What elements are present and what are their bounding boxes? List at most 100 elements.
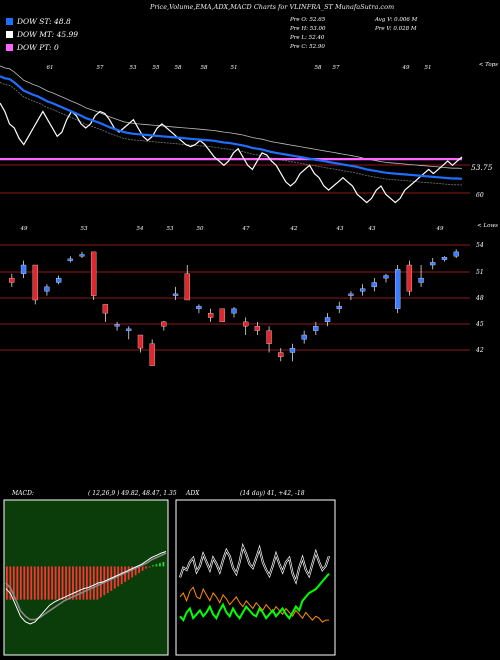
ohlc-prev-vol: Pre V: 0.028 M	[375, 26, 417, 32]
macd-histogram-bar	[47, 566, 50, 600]
legend-swatch-white	[6, 31, 13, 38]
candle-top-tick-label: 43	[336, 226, 344, 232]
candle-body	[20, 264, 27, 274]
candle-top-tick-label: 50	[197, 226, 204, 232]
macd-histogram-bar	[145, 566, 147, 569]
candle-top-tick-label: 49	[436, 226, 444, 232]
macd-histogram-bar	[23, 566, 26, 600]
candle-lows-label: < Lows	[477, 223, 498, 229]
ema-band-upper	[0, 65, 463, 169]
macd-histogram-bar	[58, 566, 60, 600]
candle-top-tick-label: 49	[20, 226, 28, 232]
macd-histogram-bar	[92, 566, 95, 600]
candle-body	[371, 282, 377, 288]
ohlc-open: Pre O: 52.65	[290, 17, 326, 23]
ema-top-tick-label: 57	[333, 65, 340, 71]
candle-body	[289, 347, 296, 353]
chart-header-title: Price,Volume,EMA,ADX,MACD Charts for VLI…	[150, 3, 395, 11]
legend-swatch-blue	[6, 18, 13, 25]
macd-histogram-bar	[33, 566, 36, 600]
legend-dow-mt: DOW MT: 45.99	[6, 30, 78, 39]
candle-body	[219, 308, 225, 323]
ema-ylabel: 60	[476, 192, 484, 199]
ema-top-tick-label: 53	[130, 65, 137, 71]
adx-title: ADX	[186, 490, 200, 497]
macd-histogram-bar	[44, 566, 47, 600]
candle-body	[231, 308, 237, 314]
macd-histogram-bar	[12, 566, 15, 600]
candle-ylabel: 54	[476, 242, 484, 249]
ema-top-tick-label: 51	[231, 65, 238, 71]
ema-top-tick-label: 58	[175, 65, 182, 71]
candle-top-tick-label: 43	[368, 226, 376, 232]
candle-ylabel: 51	[476, 269, 484, 276]
legend-dow-pt: DOW PT: 0	[6, 43, 59, 52]
macd-histogram-bar	[141, 566, 144, 571]
adx-main-line-inner	[179, 545, 330, 583]
legend-dow-mt-label: DOW MT: 45.99	[17, 30, 79, 39]
macd-histogram-bar	[86, 566, 88, 600]
candle-body	[67, 258, 73, 261]
macd-histogram-bar	[152, 565, 154, 567]
legend-dow-st-label: DOW ST: 48.8	[17, 17, 71, 26]
candle-top-tick-label: 53	[81, 226, 88, 232]
candle-body	[91, 251, 97, 296]
macd-histogram-bar	[79, 566, 81, 600]
ema-series-dow-st	[0, 75, 463, 180]
adx-minus-di-line	[179, 586, 329, 623]
candle-body	[418, 277, 424, 283]
ohlc-high: Pre H: 53.00	[290, 26, 326, 32]
macd-histogram-bar	[9, 566, 12, 600]
candle-ylabel: 45	[475, 321, 484, 328]
macd-histogram-bar	[68, 566, 71, 600]
ema-top-tick-label: 51	[425, 65, 432, 71]
macd-histogram-bar	[148, 566, 151, 568]
macd-histogram-bar	[19, 566, 22, 600]
ema-series-dow-mt	[0, 102, 463, 204]
macd-histogram-bar	[162, 562, 165, 567]
candle-body	[44, 286, 50, 292]
adx-params: (14 day) 41, +42, -18	[240, 490, 305, 497]
macd-histogram-bar	[127, 566, 130, 580]
macd-histogram-bar	[37, 566, 40, 600]
adx-plus-di-line	[179, 572, 330, 622]
candle-body	[149, 343, 155, 366]
candle-body	[301, 334, 307, 340]
macd-histogram-bar	[65, 566, 67, 600]
macd-histogram-bar	[131, 566, 134, 578]
candle-body	[79, 254, 85, 257]
legend-dow-st: DOW ST: 48.8	[6, 17, 71, 26]
candle-body	[161, 321, 167, 327]
macd-main-line	[5, 551, 167, 625]
candle-top-tick-label: 53	[167, 226, 174, 232]
candle-body	[359, 288, 366, 292]
candle-body	[430, 262, 436, 266]
candle-body	[207, 312, 214, 318]
candle-top-tick-label: 47	[242, 226, 250, 232]
macd-histogram-bar	[82, 566, 85, 600]
candle-body	[278, 352, 284, 358]
candle-body	[172, 293, 179, 296]
candle-body	[196, 305, 202, 309]
candle-body	[453, 251, 459, 257]
candle-body	[383, 275, 389, 279]
candle-body	[348, 293, 354, 296]
candle-body	[395, 269, 401, 309]
ohlc-low: Pre L: 52.40	[290, 35, 325, 41]
candle-body	[254, 326, 261, 331]
candle-body	[324, 317, 331, 323]
ema-band-lower	[0, 82, 463, 186]
candle-body	[336, 305, 342, 309]
macd-histogram-bar	[89, 566, 92, 600]
ema-top-tick-label: 49	[402, 65, 410, 71]
candle-body	[9, 277, 15, 283]
candle-body	[114, 324, 120, 327]
candle-body	[243, 321, 249, 327]
ema-top-tick-label: 61	[47, 65, 54, 71]
macd-histogram-bar	[61, 566, 64, 600]
macd-histogram-bar	[30, 566, 33, 600]
candle-body	[441, 256, 448, 260]
candle-body	[313, 326, 319, 331]
candle-body	[137, 334, 144, 349]
candle-body	[184, 273, 190, 301]
